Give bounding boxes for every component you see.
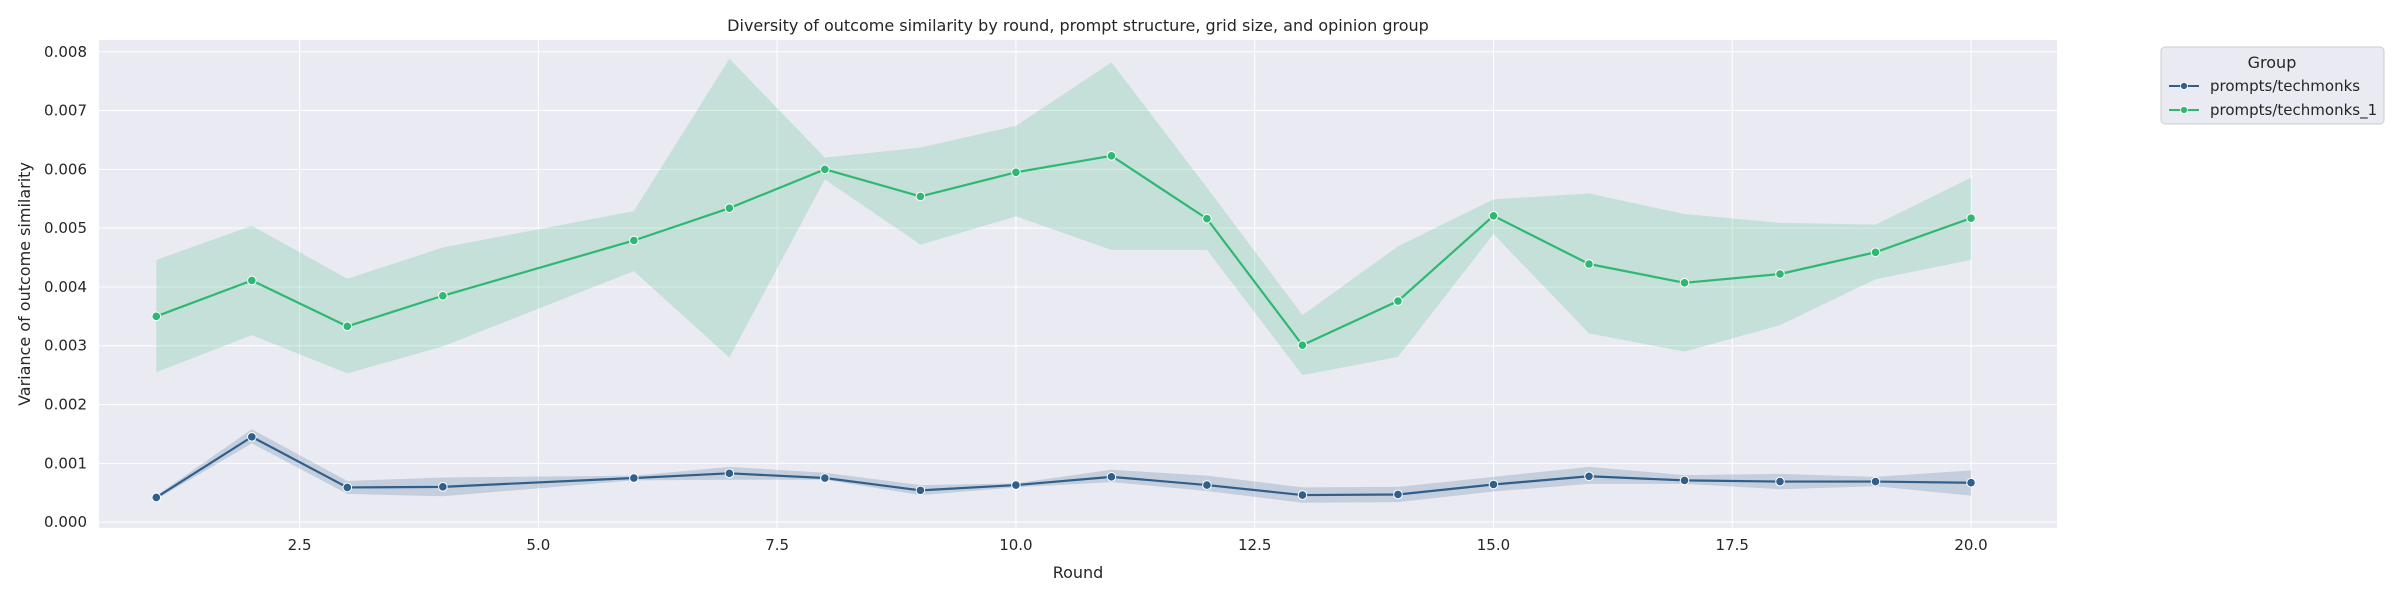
point-techmonks-1 <box>1775 269 1785 279</box>
point-techmonks <box>1393 489 1403 500</box>
point-techmonks <box>915 485 926 496</box>
x-tick-label: 10.0 <box>999 536 1032 554</box>
point-techmonks <box>342 482 353 493</box>
point-techmonks <box>1584 471 1594 482</box>
x-axis-label: Round <box>1053 563 1104 582</box>
point-techmonks-1 <box>1393 296 1403 306</box>
point-techmonks <box>1297 490 1308 500</box>
legend-label-techmonks: prompts/techmonks <box>2210 77 2360 95</box>
point-techmonks <box>438 482 448 492</box>
y-tick-label: 0.006 <box>44 160 87 178</box>
legend-box <box>2160 46 2385 125</box>
point-techmonks <box>1011 480 1021 490</box>
x-tick-label: 5.0 <box>526 536 550 554</box>
legend-marker-techmonks <box>2180 82 2188 90</box>
point-techmonks <box>1870 476 1881 487</box>
y-tick-label: 0.000 <box>44 513 87 531</box>
y-tick-label: 0.004 <box>44 278 87 296</box>
point-techmonks-1 <box>1584 259 1594 269</box>
y-axis-ticks: 0.000 0.001 0.002 0.003 0.004 0.005 0.006 0.007… <box>44 43 87 531</box>
legend-title: Group <box>2248 53 2297 72</box>
point-techmonks-1 <box>1202 213 1212 224</box>
point-techmonks <box>724 468 735 479</box>
point-techmonks-1 <box>1297 340 1308 350</box>
x-tick-label: 7.5 <box>765 536 789 554</box>
y-tick-label: 0.008 <box>44 43 87 61</box>
point-techmonks <box>1202 480 1212 490</box>
point-techmonks-1 <box>1966 213 1976 223</box>
point-techmonks-1 <box>820 164 830 175</box>
x-tick-label: 20.0 <box>1954 536 1987 554</box>
legend: Group prompts/techmonks prompts/techmonk… <box>2160 46 2385 125</box>
x-tick-label: 15.0 <box>1477 536 1510 554</box>
x-tick-label: 17.5 <box>1716 536 1749 554</box>
point-techmonks <box>1106 472 1117 482</box>
point-techmonks <box>1679 475 1690 486</box>
point-techmonks <box>1775 476 1785 487</box>
point-techmonks <box>247 432 257 442</box>
point-techmonks <box>1966 477 1976 488</box>
point-techmonks-1 <box>438 290 448 301</box>
legend-marker-techmonks-1 <box>2180 106 2188 114</box>
point-techmonks <box>151 492 162 503</box>
point-techmonks-1 <box>151 311 162 322</box>
x-tick-label: 2.5 <box>288 536 312 554</box>
ci-band-techmonks <box>156 429 1972 503</box>
x-axis-ticks: 2.5 5.0 7.5 10.0 12.5 15.0 17.5 20.0 <box>288 536 1988 554</box>
grid-lines <box>99 40 2057 528</box>
point-techmonks-1 <box>342 321 353 332</box>
point-techmonks-1 <box>1011 167 1021 178</box>
y-tick-label: 0.003 <box>44 337 87 355</box>
point-techmonks-1 <box>1488 210 1499 221</box>
point-techmonks-1 <box>1106 151 1117 161</box>
legend-label-techmonks-1: prompts/techmonks_1 <box>2210 101 2377 120</box>
point-techmonks-1 <box>1870 247 1881 258</box>
y-tick-label: 0.007 <box>44 102 87 120</box>
plot-area <box>99 40 2057 528</box>
x-tick-label: 12.5 <box>1238 536 1271 554</box>
point-techmonks <box>629 473 639 483</box>
y-tick-label: 0.001 <box>44 454 87 472</box>
point-techmonks-1 <box>1679 278 1690 288</box>
chart-title: Diversity of outcome similarity by round… <box>727 16 1429 35</box>
y-tick-label: 0.002 <box>44 396 87 414</box>
point-techmonks-1 <box>629 235 639 246</box>
point-techmonks <box>1488 479 1499 490</box>
confidence-bands <box>156 58 1972 503</box>
legend-item-techmonks-1: prompts/techmonks_1 <box>2169 101 2377 120</box>
point-techmonks-1 <box>724 203 735 213</box>
ci-band-techmonks-1 <box>156 58 1972 376</box>
point-techmonks-1 <box>915 191 926 202</box>
series-markers <box>151 151 1976 503</box>
point-techmonks <box>820 473 830 483</box>
y-tick-label: 0.005 <box>44 219 87 237</box>
y-axis-label: Variance of outcome similarity <box>15 162 34 406</box>
legend-item-techmonks: prompts/techmonks <box>2169 77 2360 95</box>
point-techmonks-1 <box>247 275 257 286</box>
